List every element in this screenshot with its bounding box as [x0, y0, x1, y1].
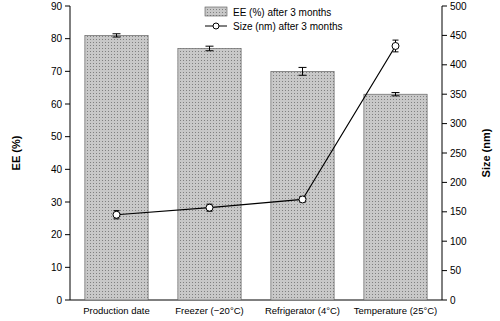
y2-tick-label: 450	[450, 30, 467, 41]
error-stem	[209, 46, 210, 51]
error-cap	[393, 40, 399, 41]
y2-tick	[442, 182, 447, 183]
y-tick-label: 20	[51, 229, 63, 240]
y2-tick	[442, 64, 447, 65]
error-cap	[206, 46, 214, 47]
error-cap	[392, 92, 400, 93]
y-tick-label: 70	[51, 66, 63, 77]
error-bar	[207, 204, 213, 211]
y-tick-label: 60	[51, 99, 63, 110]
y2-tick-label: 100	[450, 236, 467, 247]
y2-tick	[442, 241, 447, 242]
x-tick-label: Temperature (25°C)	[354, 305, 438, 316]
x-tick-label: Freezer (−20°C)	[175, 305, 243, 316]
error-cap	[392, 95, 400, 96]
error-bar	[114, 211, 120, 219]
chart-container: 0 10 20 30 40 50 60 70 80 90 0 50 100 150 200 250 300 350…	[0, 0, 500, 321]
marker	[299, 196, 306, 203]
y2-tick-label: 350	[450, 89, 467, 100]
bar	[364, 94, 427, 300]
marker	[206, 204, 213, 211]
y-tick	[65, 136, 70, 137]
legend-label: Size (nm) after 3 months	[233, 21, 342, 32]
legend-label: EE (%) after 3 months	[233, 7, 331, 18]
y-tick	[65, 202, 70, 203]
y2-tick	[442, 270, 447, 271]
y-tick	[65, 71, 70, 72]
y-tick	[65, 169, 70, 170]
error-bar	[300, 197, 306, 203]
legend-swatch	[205, 7, 227, 16]
legend: EE (%) after 3 months Size (nm) after 3 m…	[205, 7, 342, 32]
error-stem	[302, 67, 303, 75]
y2-tick-label: 150	[450, 206, 467, 217]
y-tick	[65, 234, 70, 235]
y2-tick	[442, 94, 447, 95]
y-tick-label: 0	[56, 295, 62, 306]
marker	[113, 211, 120, 218]
error-bar	[393, 40, 399, 52]
y2-tick-label: 50	[450, 265, 462, 276]
y2-tick-label: 400	[450, 59, 467, 70]
y2-tick	[442, 300, 447, 301]
y2-axis-label: Size (nm)	[480, 128, 492, 177]
y2-tick	[442, 153, 447, 154]
y2-tick	[442, 211, 447, 212]
y-tick-label: 80	[51, 33, 63, 44]
error-cap	[206, 50, 214, 51]
y-tick-label: 40	[51, 164, 63, 175]
y-tick	[65, 6, 70, 7]
plot-area	[85, 34, 427, 300]
legend-marker	[213, 23, 219, 29]
y-axis	[70, 6, 71, 300]
y2-tick	[442, 6, 447, 7]
y2-tick-label: 250	[450, 148, 467, 159]
error-bar	[392, 93, 400, 96]
error-cap	[113, 33, 121, 34]
y-axis-label: EE (%)	[10, 135, 22, 170]
y2-tick-label: 500	[450, 1, 467, 12]
error-bar	[113, 34, 121, 37]
error-cap	[299, 75, 307, 76]
y2-tick	[442, 123, 447, 124]
x-tick-label: Production date	[83, 305, 150, 316]
y2-tick-label: 200	[450, 177, 467, 188]
y-tick	[65, 104, 70, 105]
chart-svg: 0 10 20 30 40 50 60 70 80 90 0 50 100 150 200 250 300 350…	[0, 0, 500, 321]
error-cap	[299, 67, 307, 68]
y-tick	[65, 267, 70, 268]
bar	[271, 71, 334, 300]
x-tick-label: Refrigerator (4°C)	[265, 305, 340, 316]
marker	[392, 42, 399, 49]
y-tick	[65, 300, 70, 301]
error-bar	[206, 46, 214, 51]
error-bar	[299, 67, 307, 75]
y2-tick-label: 300	[450, 118, 467, 129]
y-tick-label: 90	[51, 1, 63, 12]
y2-tick-label: 0	[450, 295, 456, 306]
y-tick	[65, 38, 70, 39]
y2-tick	[442, 35, 447, 36]
y-tick-label: 30	[51, 197, 63, 208]
bar	[85, 35, 148, 300]
error-cap	[393, 51, 399, 52]
bar	[178, 48, 241, 300]
error-cap	[113, 37, 121, 38]
y-tick-label: 50	[51, 131, 63, 142]
y-tick-label: 10	[51, 262, 63, 273]
line	[117, 46, 396, 215]
